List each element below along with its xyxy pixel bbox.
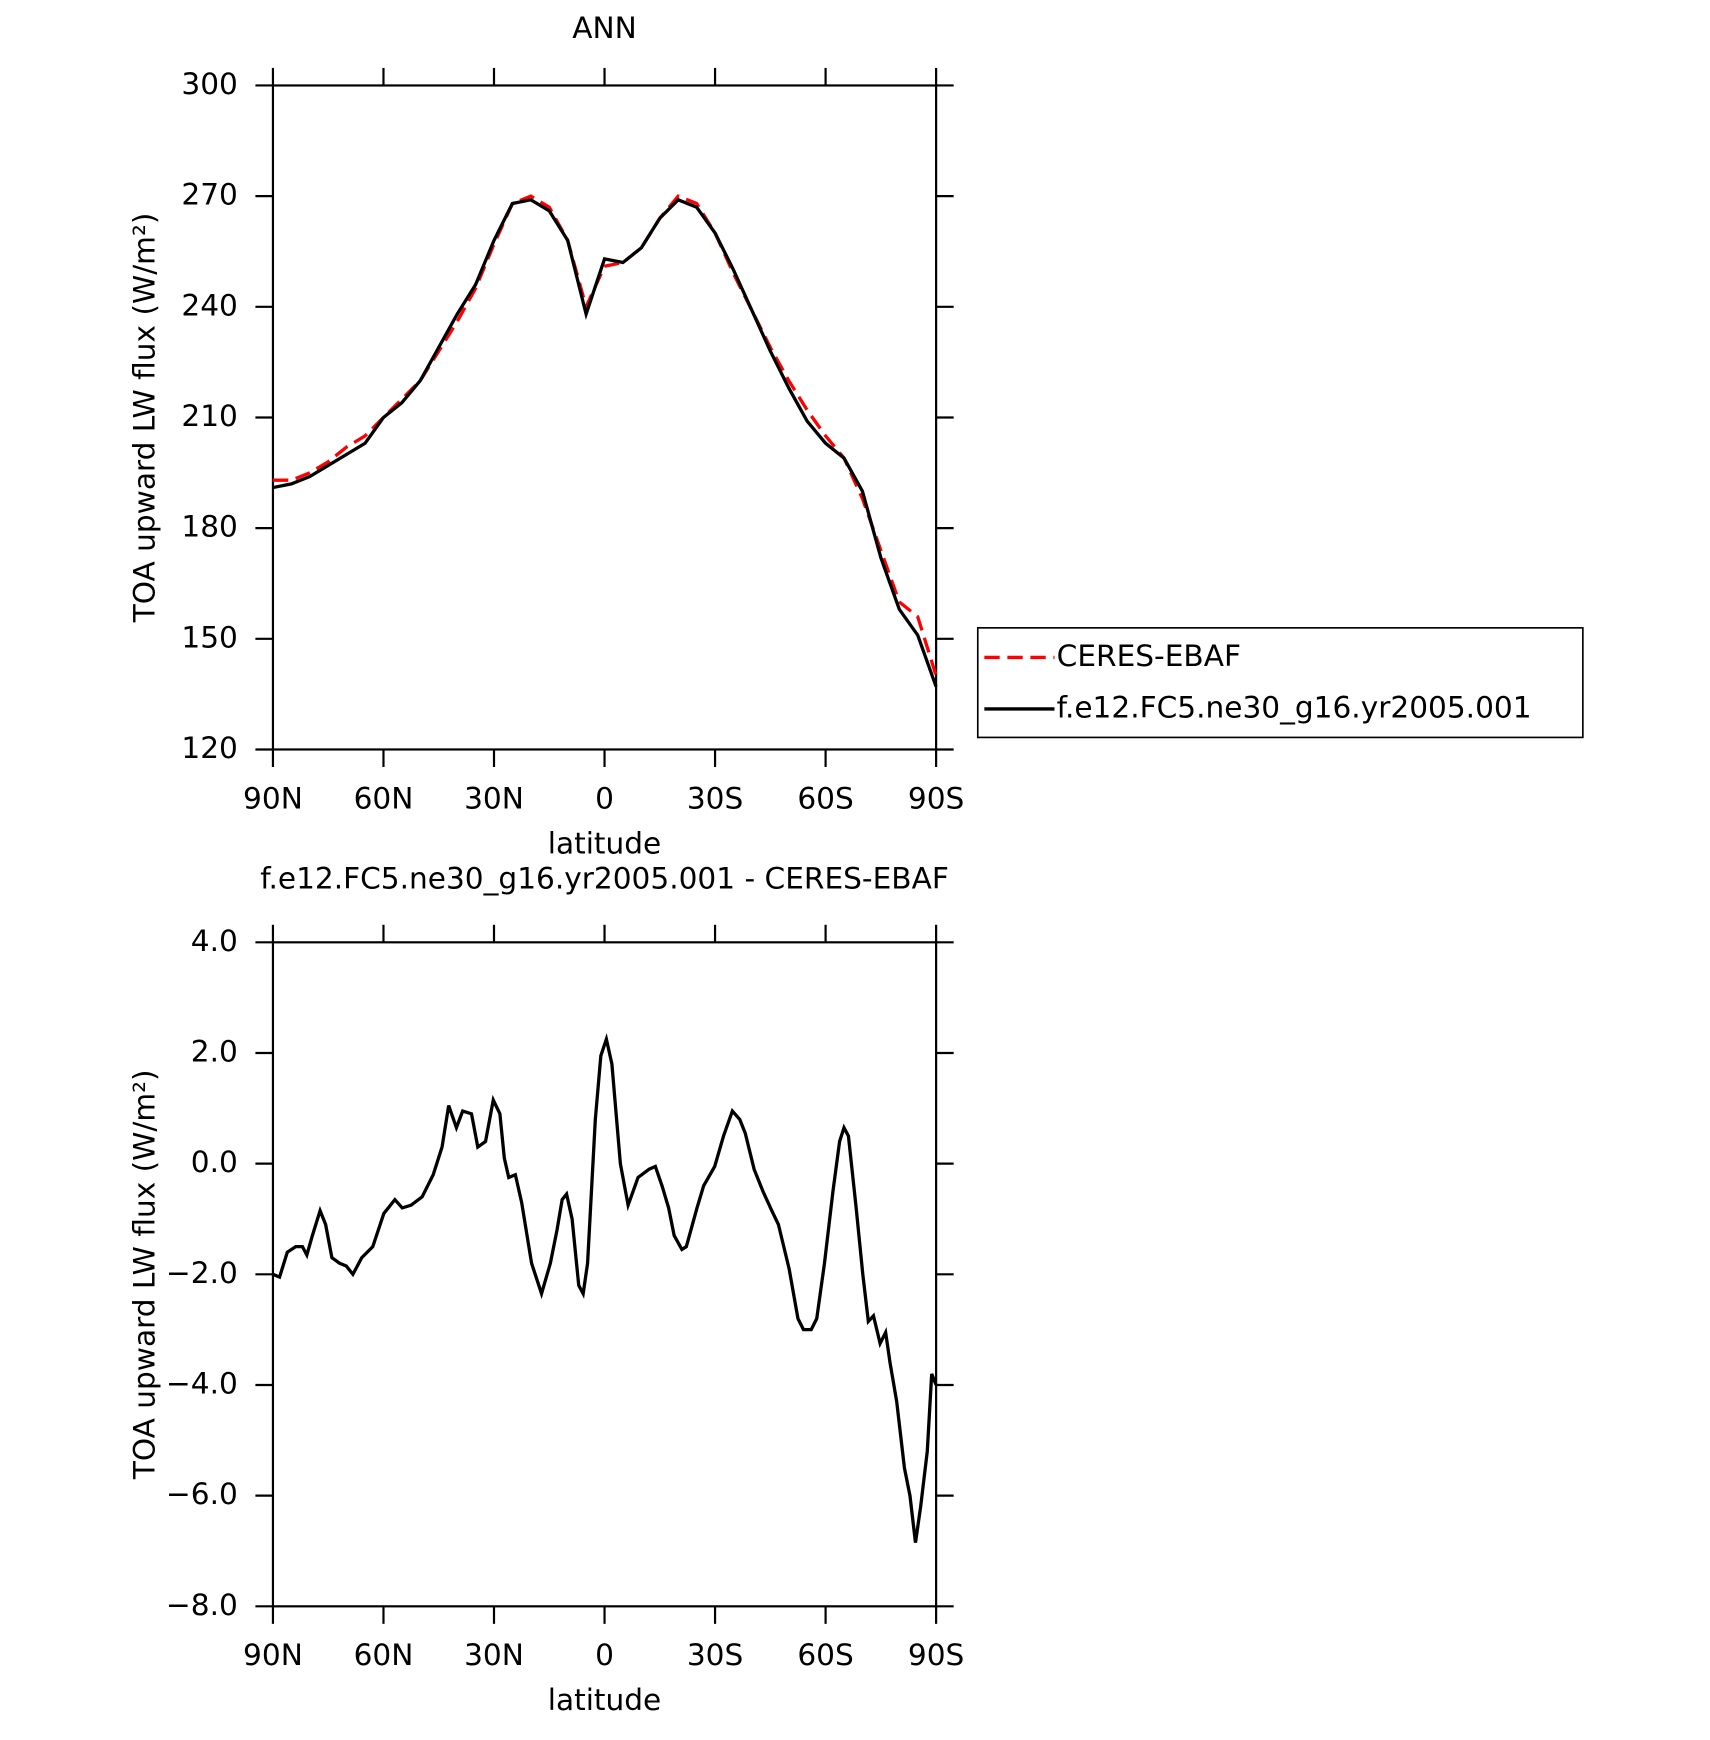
y-axis-label: TOA upward LW flux (W/m²) — [127, 1069, 161, 1480]
y-tick-label: 180 — [181, 510, 237, 544]
y-tick-label: 240 — [181, 288, 237, 322]
chart-title: ANN — [572, 11, 637, 45]
chart-title: f.e12.FC5.ne30_g16.yr2005.001 - CERES-EB… — [260, 861, 949, 895]
x-tick-label: 90S — [908, 1638, 964, 1672]
x-tick-label: 90N — [243, 781, 303, 815]
series-line — [272, 197, 938, 688]
y-tick-label: −4.0 — [166, 1366, 238, 1400]
x-tick-label: 60N — [354, 781, 414, 815]
x-tick-label: 0 — [595, 1638, 614, 1672]
x-tick-label: 60N — [354, 1638, 414, 1672]
y-tick-label: 210 — [181, 399, 237, 433]
x-tick-label: 30S — [687, 781, 743, 815]
legend: CERES-EBAF f.e12.FC5.ne30_g16.yr2005.001 — [976, 627, 1584, 739]
x-axis-label: latitude — [548, 1683, 662, 1717]
series-line — [272, 1032, 938, 1543]
y-tick-label: 120 — [181, 731, 237, 765]
series-line — [272, 194, 938, 677]
x-tick-label: 0 — [595, 781, 614, 815]
legend-label: CERES-EBAF — [1057, 639, 1241, 673]
y-tick-label: −2.0 — [166, 1256, 238, 1290]
x-tick-label: 90S — [908, 781, 964, 815]
legend-box — [976, 627, 1584, 739]
y-tick-label: −6.0 — [166, 1477, 238, 1511]
y-tick-label: 270 — [181, 178, 237, 212]
y-tick-label: 2.0 — [191, 1034, 238, 1068]
plot-frame — [271, 84, 938, 751]
y-tick-label: −8.0 — [166, 1588, 238, 1622]
y-tick-label: 300 — [181, 67, 237, 101]
x-tick-label: 30N — [464, 781, 524, 815]
y-tick-label: 4.0 — [191, 924, 238, 958]
y-tick-label: 0.0 — [191, 1145, 238, 1179]
y-axis-label: TOA upward LW flux (W/m²) — [127, 213, 161, 624]
y-tick-label: 150 — [181, 620, 237, 654]
x-tick-label: 90N — [243, 1638, 303, 1672]
x-tick-label: 60S — [797, 1638, 853, 1672]
x-tick-label: 60S — [797, 781, 853, 815]
legend-label: f.e12.FC5.ne30_g16.yr2005.001 — [1057, 690, 1532, 724]
x-tick-label: 30N — [464, 1638, 524, 1672]
x-tick-label: 30S — [687, 1638, 743, 1672]
x-axis-label: latitude — [548, 826, 662, 860]
